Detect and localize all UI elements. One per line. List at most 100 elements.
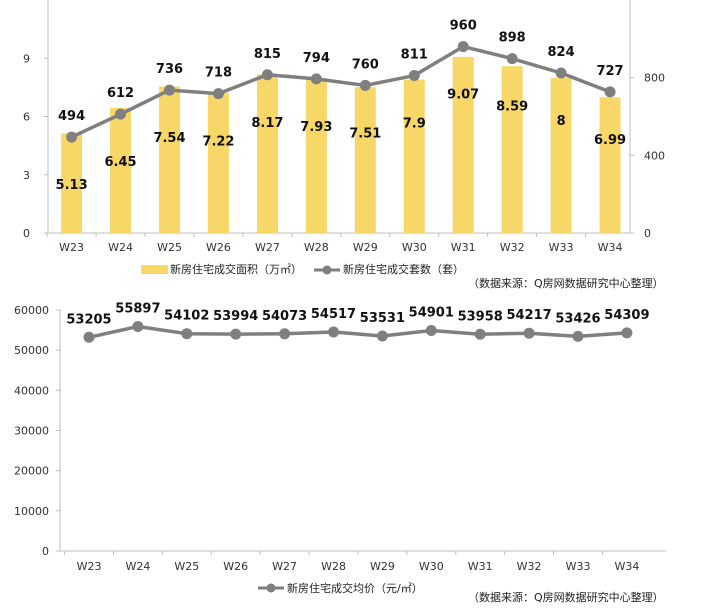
- line-point: [425, 324, 437, 336]
- line-data-label: 612: [107, 86, 134, 101]
- bar: [61, 133, 83, 233]
- line-data-label: 53958: [458, 309, 503, 324]
- bar-data-label: 8: [557, 114, 566, 129]
- y-tick-label-left: 3: [23, 169, 30, 182]
- x-tick-label: W26: [206, 241, 231, 254]
- line-point: [506, 53, 518, 65]
- x-tick-label: W31: [451, 241, 476, 254]
- line-data-label: 815: [254, 47, 281, 62]
- x-tick-label: W30: [419, 560, 444, 573]
- line-point: [212, 88, 224, 100]
- x-tick-label: W24: [125, 560, 150, 573]
- line-point: [279, 328, 291, 340]
- line-data-label: 760: [352, 57, 379, 72]
- x-tick-label: W27: [255, 241, 280, 254]
- line-data-label: 53994: [213, 309, 258, 324]
- legend-label-count: 新房住宅成交套数（套）: [343, 262, 464, 276]
- x-tick-label: W25: [157, 241, 182, 254]
- bar-data-label: 8.59: [496, 100, 528, 115]
- y-tick-label: 40000: [14, 384, 49, 397]
- bar: [403, 79, 425, 233]
- x-tick-label: W27: [272, 560, 297, 573]
- line-data-label: 824: [548, 45, 575, 60]
- line-point: [181, 328, 193, 340]
- bar-data-label: 5.13: [56, 178, 88, 193]
- line-point: [359, 79, 371, 91]
- bar: [256, 74, 278, 233]
- x-tick-label: W32: [500, 241, 525, 254]
- line-data-label: 53205: [66, 312, 111, 327]
- data-source-note: （数据来源：Q房网数据研究中心整理）: [468, 276, 664, 290]
- line-point: [230, 328, 242, 340]
- bar: [354, 87, 376, 233]
- x-tick-label: W33: [566, 560, 591, 573]
- line-data-label: 494: [58, 109, 85, 124]
- line-data-label: 54217: [506, 308, 551, 323]
- x-tick-label: W29: [370, 560, 395, 573]
- line-point: [408, 70, 420, 82]
- line-point: [132, 320, 144, 332]
- bar-data-label: 7.54: [153, 131, 185, 146]
- chart-price: 0 10000 20000 30000 40000 50000 60000 W23 W24 W25…: [14, 301, 666, 604]
- x-tick-label: W32: [517, 560, 542, 573]
- line-point: [604, 86, 616, 98]
- line-data-label: 736: [156, 62, 183, 77]
- line-data-label: 898: [499, 31, 526, 46]
- legend-swatch-area: [141, 265, 168, 274]
- y-tick-label-left: 9: [23, 52, 30, 65]
- y-tick-label-right: 800: [644, 72, 665, 85]
- data-source-note: （数据来源：Q房网数据研究中心整理）: [468, 590, 664, 604]
- y-tick-label: 0: [42, 545, 49, 558]
- bar-data-label: 7.93: [300, 120, 332, 135]
- line-data-label: 53531: [360, 311, 405, 326]
- line-data-label: 811: [401, 48, 428, 63]
- line-data-label: 960: [450, 19, 477, 34]
- legend-swatch-price-dot: [266, 583, 276, 593]
- line-data-label: 53426: [555, 311, 600, 326]
- line-point: [474, 328, 486, 340]
- x-tick-label: W31: [468, 560, 493, 573]
- y-tick-label: 50000: [14, 344, 49, 357]
- x-tick-label: W34: [598, 241, 623, 254]
- line-point: [328, 326, 339, 338]
- y-tick-label: 10000: [14, 505, 49, 518]
- line-point: [555, 67, 567, 79]
- legend-swatch-count-dot: [322, 265, 332, 275]
- x-tick-label: W34: [614, 560, 639, 573]
- x-tick-label: W28: [304, 241, 329, 254]
- line-point: [310, 73, 322, 85]
- x-tick-label: W26: [223, 560, 248, 573]
- legend-label-area: 新房住宅成交面积（万㎡）: [170, 262, 302, 276]
- line-point: [376, 330, 388, 342]
- legend-label-price: 新房住宅成交均价（元/㎡）: [287, 581, 423, 595]
- line-data-label: 54309: [604, 308, 649, 323]
- y-tick-label-left: 6: [23, 111, 30, 124]
- bar: [550, 77, 572, 234]
- y-tick-label-right: 0: [644, 227, 651, 240]
- bar: [305, 79, 327, 233]
- chart-area-volume: 0 3 6 9 0 400 800 W23 W24 W25 W26 W27 W28 W29 W30 W31 W3…: [23, 0, 665, 290]
- line-point: [572, 330, 584, 342]
- line-data-label: 55897: [115, 301, 160, 316]
- bar-data-label: 8.17: [251, 116, 283, 131]
- bar: [159, 86, 180, 234]
- x-tick-label: W30: [402, 241, 427, 254]
- line-point: [66, 131, 78, 143]
- line-point: [115, 108, 127, 120]
- bar: [207, 92, 229, 233]
- line-point: [164, 84, 175, 96]
- x-tick-label: W29: [353, 241, 378, 254]
- x-tick-label: W23: [59, 241, 84, 254]
- line-data-label: 54901: [409, 305, 454, 320]
- line-point: [523, 327, 535, 339]
- bar-data-label: 9.07: [447, 88, 479, 103]
- line-data-label: 54073: [262, 309, 307, 324]
- x-tick-label: W25: [174, 560, 199, 573]
- x-tick-label: W28: [321, 560, 346, 573]
- y-tick-label-left: 0: [23, 227, 30, 240]
- series-line-price: [88, 324, 628, 340]
- x-tick-label: W33: [549, 241, 574, 254]
- x-tick-label: W24: [108, 241, 133, 254]
- y-tick-label-right: 400: [644, 149, 665, 162]
